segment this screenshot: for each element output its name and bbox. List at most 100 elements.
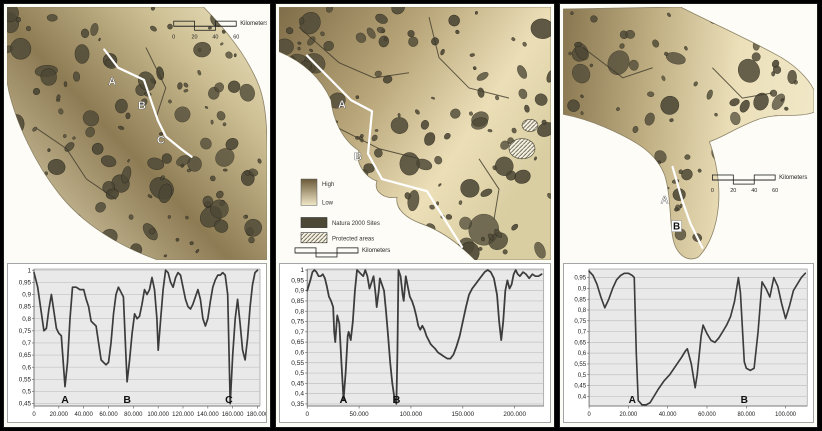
x-tick-label: 160.000 bbox=[222, 412, 244, 418]
legend-natura-swatch bbox=[300, 217, 328, 228]
x-tick-label: 60.000 bbox=[698, 412, 716, 418]
map-canvas-1: A B C 0 20 40 60 Kilometers bbox=[7, 7, 267, 260]
chart-box-1: 1 0,95 0,9 0,85 0,8 0,75 0,7 0,65 0,6 0,55 0,5 0,45… bbox=[7, 263, 267, 423]
y-axis-labels: 1 0,95 0,9 0,85 0,8 0,75 0,7 0,65 0,6 0,55 0,5 0,45… bbox=[291, 267, 308, 408]
x-tick-label: 80.000 bbox=[124, 412, 143, 418]
x-tick-label: 20.000 bbox=[620, 412, 638, 418]
x-tick-label: 150.000 bbox=[451, 411, 474, 418]
x-tick-label: 120.000 bbox=[172, 412, 194, 418]
profile-chart-3: 0,95 0,9 0,85 0,8 0,75 0,7 0,65 0,6 0,55 0,5 0,45 0… bbox=[574, 268, 808, 418]
x-axis-labels: 0 20.000 40.000 60.000 80.000 100.000 120.000 1… bbox=[32, 406, 266, 418]
x-tick-label: 180.000 bbox=[247, 412, 266, 418]
legend-protected-swatch bbox=[300, 232, 328, 244]
y-tick-label: 1 bbox=[300, 267, 304, 274]
x-tick-label: 100.000 bbox=[400, 411, 423, 418]
x-tick-label: 40.000 bbox=[659, 412, 677, 418]
transect-point-label: C bbox=[157, 135, 165, 147]
transect-point-label: B bbox=[354, 151, 362, 163]
transect-line bbox=[671, 165, 704, 249]
y-tick-label: 1 bbox=[27, 267, 31, 274]
scalebar-tick-label: 0 bbox=[172, 34, 175, 40]
y-tick-label: 0,55 bbox=[574, 361, 586, 368]
chart-annotation-A: A bbox=[61, 394, 69, 406]
river-corridor bbox=[582, 47, 653, 79]
x-axis-labels: 0 50.000 100.000 150.000 200.000 bbox=[305, 406, 527, 418]
river-corridor bbox=[36, 128, 117, 200]
x-tick-label: 0 bbox=[305, 411, 309, 418]
legend-item-label: Protected areas bbox=[332, 236, 374, 242]
river-corridor bbox=[428, 16, 510, 99]
land-region bbox=[7, 7, 267, 260]
legend-low-label: Low bbox=[322, 200, 334, 206]
y-tick-label: 0,8 bbox=[22, 316, 31, 323]
y-tick-label: 0,8 bbox=[295, 308, 305, 315]
profile-line bbox=[306, 269, 543, 405]
y-tick-label: 0,85 bbox=[574, 296, 586, 303]
scalebar-tick-label: 60 bbox=[772, 188, 778, 194]
x-tick-label: 200.000 bbox=[503, 411, 526, 418]
y-tick-label: 0,35 bbox=[291, 401, 304, 408]
legend-item-label: Natura 2000 Sites bbox=[332, 221, 380, 227]
river-corridor bbox=[478, 158, 500, 220]
x-tick-label: 60.000 bbox=[99, 412, 118, 418]
x-tick-label: 100.000 bbox=[775, 412, 797, 418]
y-tick-label: 0,45 bbox=[574, 383, 586, 390]
profile-chart-2: 10,950,90,850,80,750,70,650,60,550,50,45… bbox=[291, 267, 545, 418]
legend-gradient-swatch bbox=[300, 178, 318, 206]
transect-point-label: A bbox=[338, 99, 346, 111]
legend-high-label: High bbox=[322, 182, 334, 188]
y-tick-label: 0,8 bbox=[578, 307, 587, 314]
chart-gridlines bbox=[589, 277, 808, 397]
scalebar-tick-label: 40 bbox=[212, 34, 218, 40]
scalebar-tick-label: 20 bbox=[192, 34, 198, 40]
map-box-1: A B C 0 20 40 60 Kilometers bbox=[7, 7, 267, 260]
y-tick-label: 0,65 bbox=[19, 352, 32, 359]
kilometers-label: Kilometers bbox=[362, 248, 390, 254]
profile-chart-1: 1 0,95 0,9 0,85 0,8 0,75 0,7 0,65 0,6 0,55 0,5 0,45… bbox=[19, 267, 266, 418]
y-tick-label: 0,55 bbox=[291, 360, 304, 367]
x-tick-label: 100.000 bbox=[147, 412, 169, 418]
y-tick-label: 0,9 bbox=[295, 288, 305, 295]
y-tick-label: 0,6 bbox=[578, 350, 587, 357]
chart-plot-area bbox=[33, 268, 261, 407]
y-tick-label: 0,55 bbox=[19, 376, 32, 383]
transect-label-chip bbox=[671, 220, 682, 232]
transect-line bbox=[305, 54, 464, 248]
y-tick-label: 0,7 bbox=[578, 329, 587, 336]
scalebar-tick-label: 20 bbox=[730, 188, 736, 194]
protected-area-patch bbox=[521, 119, 539, 132]
transect-point-label: A bbox=[661, 194, 669, 206]
x-tick-label: 20.000 bbox=[50, 412, 69, 418]
river-corridor bbox=[712, 67, 773, 99]
natura-sites-patches bbox=[279, 7, 551, 260]
y-tick-label: 0,5 bbox=[578, 372, 587, 379]
y-tick-label: 0,7 bbox=[295, 329, 305, 336]
kilometers-label: Kilometers bbox=[779, 175, 807, 181]
profile-line bbox=[33, 269, 259, 405]
y-tick-label: 0,5 bbox=[295, 370, 305, 377]
chart-annotation-B: B bbox=[392, 394, 400, 406]
y-axis-labels: 0,95 0,9 0,85 0,8 0,75 0,7 0,65 0,6 0,55 0,5 0,45 0… bbox=[574, 275, 590, 400]
chart-box-2: 1 0,95 0,9 0,85 0,8 0,75 0,7 0,65 0,6 0,55 0,5 0,45… bbox=[279, 263, 551, 423]
y-tick-label: 0,5 bbox=[22, 389, 31, 396]
map-legend: High Low Natura 2000 Sites Protected areas bbox=[300, 178, 380, 244]
transect-line bbox=[103, 48, 193, 158]
y-tick-label: 0,65 bbox=[291, 339, 304, 346]
y-tick-label: 0,9 bbox=[578, 285, 587, 292]
map-box-3: A B 0 20 40 60 Kilometers bbox=[563, 7, 814, 260]
y-tick-label: 0,85 bbox=[19, 304, 32, 311]
y-tick-label: 0,6 bbox=[295, 350, 305, 357]
transect-point-label: A bbox=[108, 76, 116, 88]
river-corridor bbox=[298, 26, 410, 79]
chart-annotation-B: B bbox=[741, 395, 748, 406]
x-tick-label: 0 bbox=[32, 412, 36, 418]
river-corridor bbox=[338, 127, 420, 160]
scalebar-tick-label: 0 bbox=[711, 188, 714, 194]
transect-point-label: B bbox=[673, 222, 680, 233]
scalebar-tick-label: 60 bbox=[233, 34, 239, 40]
profile-line bbox=[588, 270, 807, 406]
